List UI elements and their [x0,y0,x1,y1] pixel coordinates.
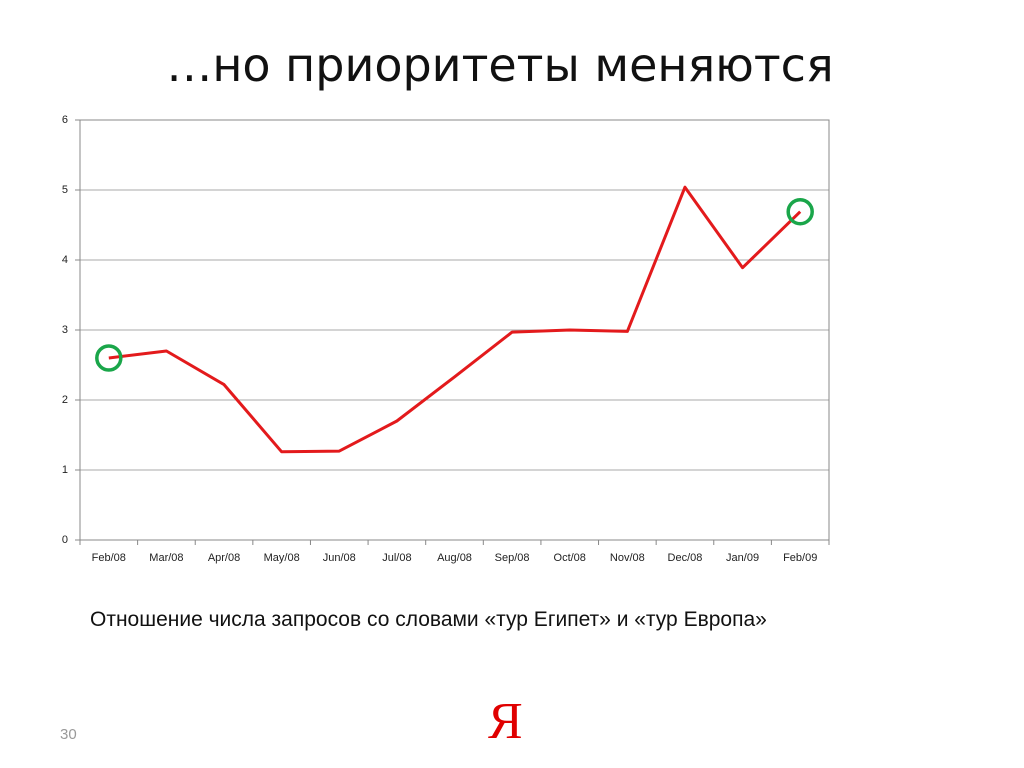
x-tick-label: Feb/09 [783,552,817,564]
y-tick-label: 2 [62,394,68,406]
y-tick-label: 1 [62,464,68,476]
highlight-circle [786,197,814,226]
x-tick-label: Jan/09 [726,552,759,564]
x-tick-label: Dec/08 [668,552,703,564]
x-tick-label: Aug/08 [437,552,472,564]
y-tick-label: 5 [62,184,68,196]
y-tick-label: 0 [62,534,68,546]
y-tick-label: 6 [62,114,68,126]
caption: Отношение числа запросов со словами «тур… [90,608,767,631]
page-number: 30 [60,726,77,743]
slide-title: …но приоритеты меняются [166,38,834,92]
x-tick-label: Sep/08 [495,552,530,564]
chart: 0 1 2 3 4 5 6 Feb/08 Mar/08 Apr/08 May/08 Jun/08 Jul… [62,114,830,564]
plot-frame [79,119,830,541]
logo: Я [488,693,523,750]
x-tick-label: Jul/08 [382,552,411,564]
x-tick-label: Apr/08 [208,552,240,564]
y-tick-label: 3 [62,324,68,336]
y-tick-label: 4 [62,254,68,266]
x-tick-label: Feb/08 [92,552,126,564]
data-line [108,185,802,454]
x-tick-label: Jun/08 [323,552,356,564]
highlight-circle [95,344,123,372]
x-tick-label: Mar/08 [149,552,183,564]
x-tick-label: May/08 [264,552,300,564]
x-tick-label: Nov/08 [610,552,645,564]
x-tick-label: Oct/08 [554,552,586,564]
